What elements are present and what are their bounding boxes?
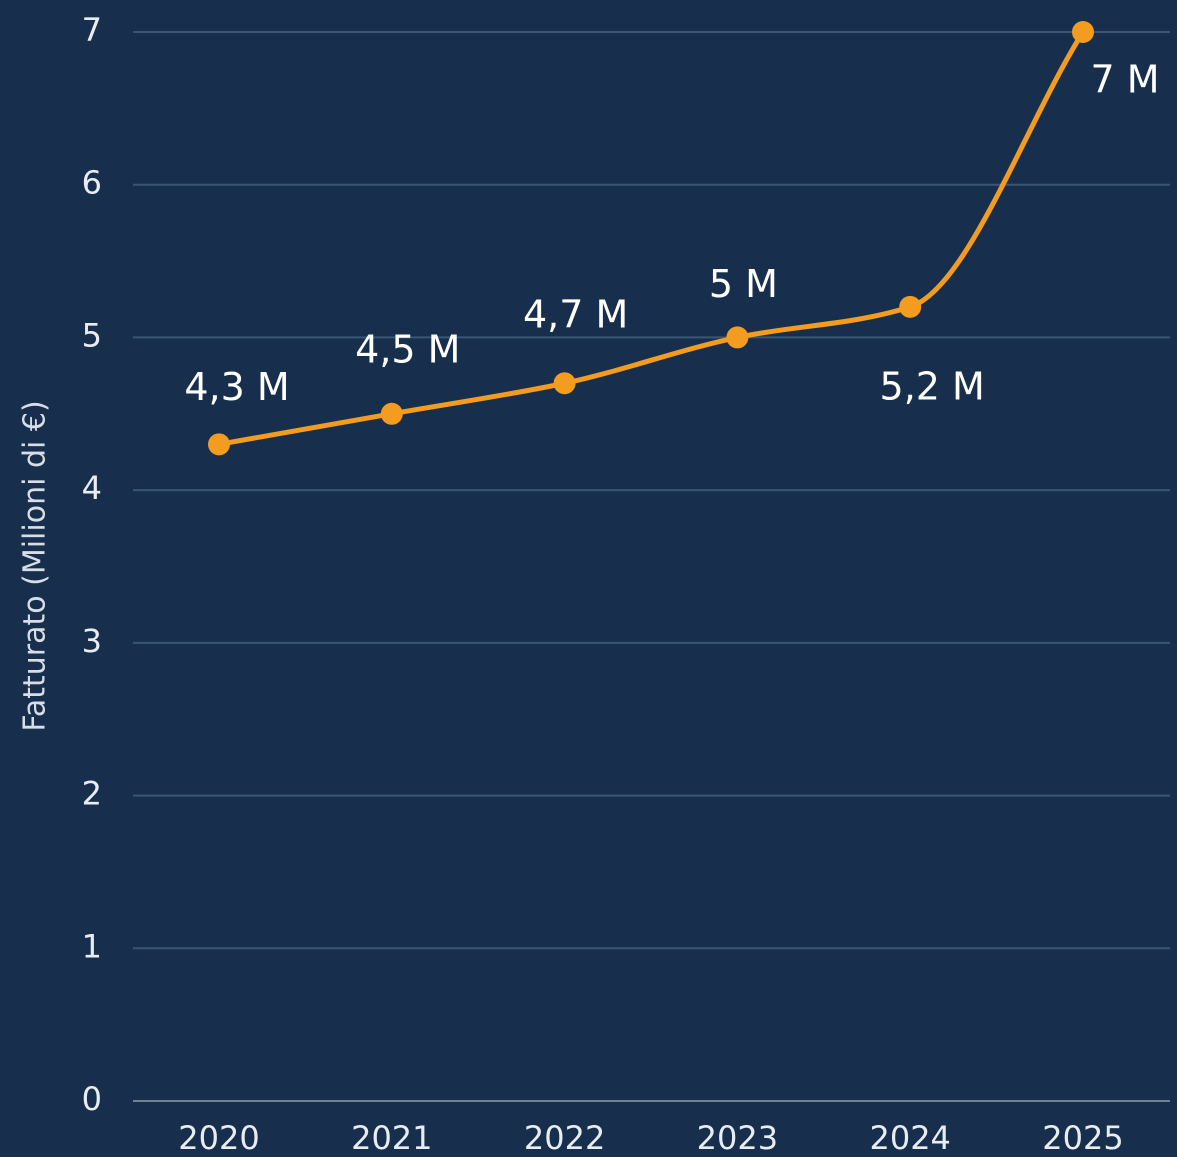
point xyxy=(380,402,403,425)
y-tick-label: 2 xyxy=(82,775,102,813)
x-tick-label: 2022 xyxy=(524,1119,605,1157)
data-label: 4,3 M xyxy=(184,365,289,409)
y-tick-label: 7 xyxy=(82,11,102,49)
y-tick-label: 5 xyxy=(82,316,102,354)
point xyxy=(1072,21,1094,43)
data-label: 5,2 M xyxy=(880,364,985,408)
y-tick-label: 0 xyxy=(82,1080,102,1118)
data-label: 5 M xyxy=(709,262,778,306)
x-tick-label: 2025 xyxy=(1042,1119,1123,1157)
x-tick-label: 2020 xyxy=(178,1119,259,1157)
y-tick-label: 6 xyxy=(82,164,102,202)
point xyxy=(553,372,576,395)
y-tick-label: 4 xyxy=(82,469,102,507)
point xyxy=(726,326,749,349)
data-label: 4,7 M xyxy=(523,293,628,337)
data-label: 7 M xyxy=(1090,58,1159,102)
y-tick-label: 3 xyxy=(82,622,102,660)
point xyxy=(899,295,922,318)
x-tick-label: 2024 xyxy=(869,1119,950,1157)
data-label: 4,5 M xyxy=(355,327,460,371)
y-axis-title: Fatturato (Milioni di €) xyxy=(18,400,53,731)
point xyxy=(208,433,230,456)
y-tick-label: 1 xyxy=(82,927,102,965)
x-tick-label: 2023 xyxy=(697,1119,778,1157)
x-tick-label: 2021 xyxy=(351,1119,432,1157)
